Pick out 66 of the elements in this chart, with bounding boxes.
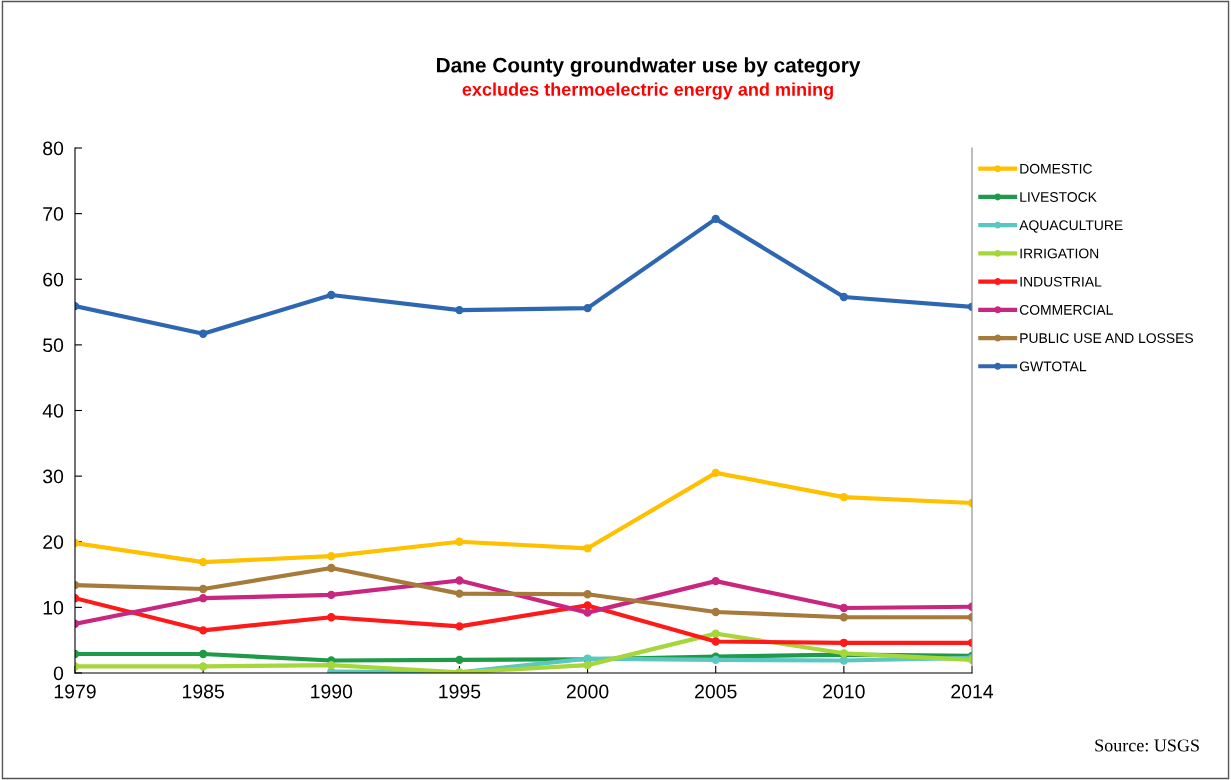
legend-label: COMMERCIAL: [1019, 304, 1113, 315]
x-tick-label: 1990: [311, 684, 353, 699]
point: [455, 655, 464, 665]
y-tick-label: 50: [43, 338, 64, 353]
point: [327, 613, 336, 622]
x-tick-label: 1995: [439, 684, 481, 699]
legend-label: IRRIGATION: [1020, 248, 1099, 259]
point: [198, 649, 208, 659]
point: [711, 655, 720, 665]
point: [198, 584, 208, 594]
point: [198, 557, 208, 567]
point: [455, 622, 464, 631]
point: [583, 544, 592, 553]
point: [711, 214, 720, 224]
point: [455, 305, 464, 315]
y-tick-label: 70: [43, 207, 64, 221]
x-tick-label: 2010: [823, 684, 865, 699]
y-tick-label: 10: [43, 600, 64, 615]
x-tick-label: 2005: [695, 684, 737, 699]
point: [455, 589, 464, 598]
point: [198, 329, 208, 338]
point: [455, 537, 464, 546]
point: [839, 638, 849, 647]
point: [711, 629, 720, 638]
y-tick-label: 60: [43, 272, 64, 287]
point: [327, 590, 336, 600]
y-tick-label: 20: [43, 535, 64, 549]
x-tick-label: 2000: [566, 684, 609, 699]
legend-label: AQUACULTURE: [1019, 220, 1123, 233]
point: [583, 608, 592, 617]
y-tick-label: 30: [43, 469, 64, 484]
point: [839, 292, 849, 302]
legend-label: INDUSTRIAL: [1020, 276, 1102, 287]
point: [327, 660, 336, 670]
legend-label: LIVESTOCK: [1020, 192, 1097, 202]
point: [839, 492, 849, 502]
point: [711, 468, 720, 478]
point: [327, 552, 336, 561]
point: [711, 637, 720, 646]
point: [327, 290, 336, 300]
chart-subtitle: excludes thermoelectric energy and mining: [462, 82, 833, 100]
point: [839, 656, 849, 665]
y-tick-label: 0: [53, 666, 64, 681]
x-tick-label: 1985: [183, 684, 224, 699]
point: [198, 626, 208, 635]
point: [711, 607, 720, 617]
y-tick-label: 40: [42, 403, 64, 418]
point: [583, 601, 592, 610]
point: [839, 613, 849, 622]
source-note: Source: USGS: [1095, 739, 1199, 752]
point: [455, 576, 464, 585]
point: [198, 594, 208, 603]
point: [711, 576, 720, 586]
point: [583, 590, 592, 599]
x-tick-label: 2014: [951, 684, 994, 699]
legend-label: GWTOTAL: [1019, 361, 1087, 372]
point: [839, 603, 849, 613]
legend-label: PUBLIC USE AND LOSSES: [1020, 333, 1194, 344]
legend-label: DOMESTIC: [1020, 163, 1092, 174]
point: [327, 563, 336, 573]
chart-title: Dane County groundwater use by category: [436, 57, 861, 77]
point: [583, 303, 592, 313]
point: [583, 660, 592, 670]
y-tick-label: 80: [43, 141, 64, 156]
x-tick-label: 1979: [54, 684, 96, 699]
point: [198, 662, 208, 671]
